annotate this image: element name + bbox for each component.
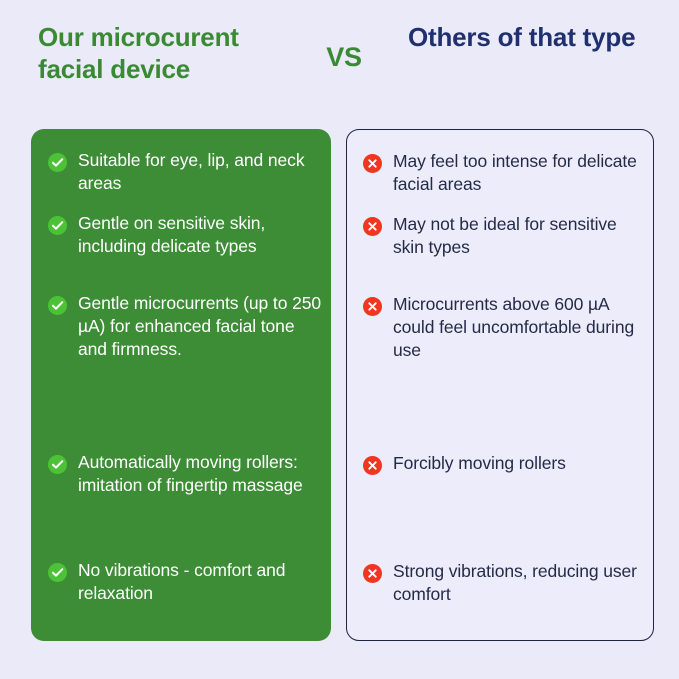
list-item: Forcibly moving rollers xyxy=(363,452,651,475)
pros-panel: Suitable for eye, lip, and neck areas Ge… xyxy=(31,129,331,641)
list-item-text: May not be ideal for sensitive skin type… xyxy=(393,214,617,257)
pros-column-title: Our microcurent facial device xyxy=(38,22,239,84)
list-item: May feel too intense for delicate facial… xyxy=(363,150,651,196)
list-item-text: Microcurrents above 600 µA could feel un… xyxy=(393,294,635,360)
list-item: Gentle microcurrents (up to 250 µA) for … xyxy=(48,292,323,360)
cross-circle-icon xyxy=(363,564,382,583)
check-circle-icon xyxy=(48,563,67,582)
vs-separator-label: VS xyxy=(326,42,362,72)
check-circle-icon xyxy=(48,296,67,315)
cross-circle-icon xyxy=(363,297,382,316)
pros-list: Suitable for eye, lip, and neck areas Ge… xyxy=(31,129,331,641)
cons-panel: May feel too intense for delicate facial… xyxy=(346,129,654,641)
list-item: May not be ideal for sensitive skin type… xyxy=(363,213,651,259)
list-item: Strong vibrations, reducing user comfort xyxy=(363,560,651,606)
check-circle-icon xyxy=(48,216,67,235)
list-item: No vibrations - comfort and relaxation xyxy=(48,559,323,605)
list-item: Automatically moving rollers: imitation … xyxy=(48,451,323,497)
list-item: Microcurrents above 600 µA could feel un… xyxy=(363,293,651,361)
list-item: Suitable for eye, lip, and neck areas xyxy=(48,149,323,195)
list-item-text: Gentle microcurrents (up to 250 µA) for … xyxy=(78,293,321,359)
cross-circle-icon xyxy=(363,217,382,236)
cross-circle-icon xyxy=(363,154,382,173)
check-circle-icon xyxy=(48,153,67,172)
list-item-text: Suitable for eye, lip, and neck areas xyxy=(78,150,305,193)
list-item-text: Gentle on sensitive skin, including deli… xyxy=(78,213,266,256)
cons-list: May feel too intense for delicate facial… xyxy=(347,130,653,640)
cons-column-title: Others of that type xyxy=(408,22,636,52)
list-item-text: Forcibly moving rollers xyxy=(393,453,566,473)
list-item-text: No vibrations - comfort and relaxation xyxy=(78,560,286,603)
check-circle-icon xyxy=(48,455,67,474)
list-item-text: Automatically moving rollers: imitation … xyxy=(78,452,303,495)
list-item-text: Strong vibrations, reducing user comfort xyxy=(393,561,637,604)
comparison-header: Our microcurent facial device VS Others … xyxy=(0,0,679,129)
list-item: Gentle on sensitive skin, including deli… xyxy=(48,212,323,258)
cross-circle-icon xyxy=(363,456,382,475)
list-item-text: May feel too intense for delicate facial… xyxy=(393,151,637,194)
